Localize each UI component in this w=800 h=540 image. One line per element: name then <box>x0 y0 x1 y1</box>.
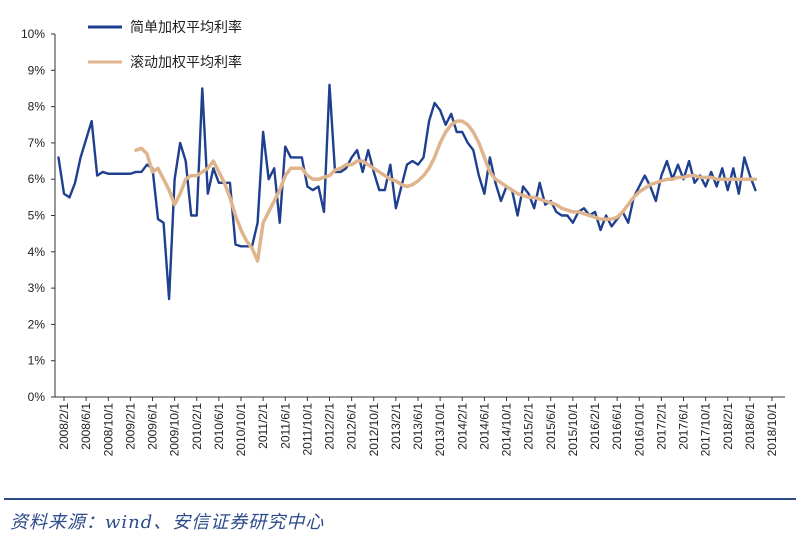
y-tick-label: 1% <box>28 354 46 368</box>
x-tick-label: 2013/10/1 <box>433 403 447 457</box>
x-tick-label: 2018/6/1 <box>743 403 757 450</box>
y-tick-label: 4% <box>28 245 46 259</box>
y-tick-label: 2% <box>28 317 46 331</box>
x-tick-label: 2014/6/1 <box>477 403 491 450</box>
x-tick-label: 2013/2/1 <box>389 403 403 450</box>
source-divider <box>4 498 796 500</box>
x-tick-label: 2009/10/1 <box>168 403 182 457</box>
x-tick-label: 2018/2/1 <box>721 403 735 450</box>
y-tick-label: 3% <box>28 281 46 295</box>
y-tick-label: 6% <box>28 172 46 186</box>
y-tick-label: 5% <box>28 209 46 223</box>
x-tick-label: 2012/2/1 <box>323 403 337 450</box>
x-tick-label: 2012/10/1 <box>367 403 381 457</box>
legend-label-simple: 简单加权平均利率 <box>130 19 242 36</box>
x-tick-label: 2009/6/1 <box>146 403 160 450</box>
legend: 简单加权平均利率 滚动加权平均利率 <box>88 19 242 71</box>
x-tick-label: 2017/6/1 <box>677 403 691 450</box>
x-tick-label: 2010/10/1 <box>234 403 248 457</box>
x-tick-label: 2011/6/1 <box>278 403 292 449</box>
source-text: 资料来源：wind、安信证券研究中心 <box>10 512 325 533</box>
x-tick-label: 2011/2/1 <box>256 403 270 449</box>
source-footer: 资料来源：wind、安信证券研究中心 <box>0 498 800 540</box>
x-tick-label: 2016/2/1 <box>588 403 602 450</box>
x-tick-label: 2009/2/1 <box>123 403 137 450</box>
line-chart: 0% 1% 2% 3% 4% 5% 6% 7% 8% 9% 10% 2008/2/1 2008/6/1 2… <box>21 19 785 457</box>
x-tick-label: 2015/2/1 <box>522 403 536 450</box>
x-tick-label: 2016/10/1 <box>632 403 646 457</box>
series-line-simple <box>57 83 757 301</box>
x-tick-label: 2010/2/1 <box>190 403 204 450</box>
y-tick-label: 9% <box>28 63 46 77</box>
legend-label-rolling: 滚动加权平均利率 <box>130 54 242 71</box>
x-tick-label: 2017/2/1 <box>654 403 668 450</box>
x-tick-label: 2014/2/1 <box>455 403 469 450</box>
x-tick-label: 2012/6/1 <box>345 403 359 450</box>
y-tick-label: 10% <box>21 27 45 41</box>
x-tick-label: 2018/10/1 <box>765 403 779 457</box>
x-tick-label: 2014/10/1 <box>500 403 514 457</box>
x-tick-label: 2008/2/1 <box>57 403 71 450</box>
y-tick-label: 0% <box>28 390 46 404</box>
x-tick-label: 2015/6/1 <box>544 403 558 450</box>
x-tick-label: 2013/6/1 <box>411 403 425 450</box>
y-tick-label: 8% <box>28 100 46 114</box>
x-tick-label: 2017/10/1 <box>699 403 713 457</box>
x-tick-label: 2008/6/1 <box>79 403 93 450</box>
x-tick-label: 2015/10/1 <box>566 403 580 457</box>
x-tick-label: 2011/10/1 <box>300 403 314 456</box>
series-line-rolling <box>134 119 758 263</box>
x-tick-label: 2016/6/1 <box>610 403 624 450</box>
y-tick-label: 7% <box>28 136 46 150</box>
x-tick-label: 2010/6/1 <box>212 403 226 450</box>
x-tick-label: 2008/10/1 <box>101 403 115 457</box>
